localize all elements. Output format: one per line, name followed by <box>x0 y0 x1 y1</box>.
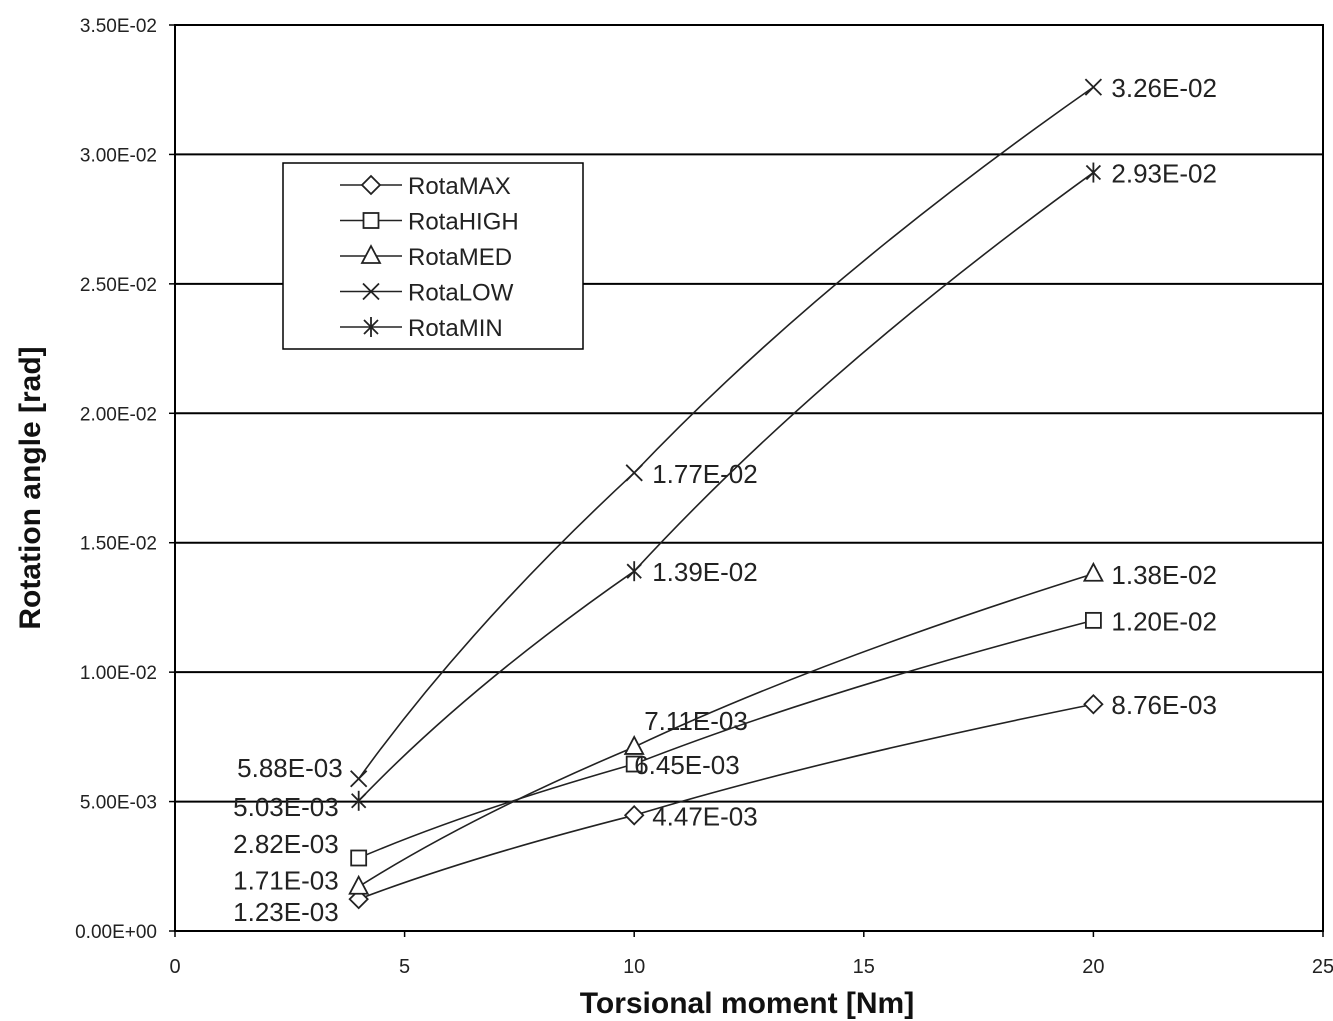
data-label-RotaMED: 1.38E-02 <box>1111 560 1217 590</box>
marker-RotaMED <box>348 874 370 895</box>
legend-marker-RotaMAX <box>360 174 382 196</box>
data-label-RotaMAX: 4.47E-03 <box>652 801 758 831</box>
marker-RotaLOW <box>1084 78 1103 96</box>
y-axis-ticks: 0.00E+00 5.00E-03 1.00E-02 1.50E-02 2.00E-02… <box>75 16 175 943</box>
data-label-RotaMAX: 1.23E-03 <box>233 897 339 927</box>
marker-RotaMAX <box>348 888 369 910</box>
series-line-RotaHIGH <box>358 619 1094 859</box>
legend-label: RotaMIN <box>408 315 503 342</box>
marker-RotaLOW <box>625 464 643 482</box>
legend-label: RotaLOW <box>408 280 514 307</box>
marker-RotaMAX <box>1083 693 1104 715</box>
x-tick-label: 15 <box>853 956 875 978</box>
marker-RotaMAX <box>623 805 645 826</box>
data-label-RotaLOW: 5.88E-03 <box>237 753 343 783</box>
data-label-RotaLOW: 1.77E-02 <box>652 459 758 489</box>
data-label-RotaMED: 1.71E-03 <box>233 866 339 896</box>
marker-RotaMIN <box>351 790 367 811</box>
legend-marker-RotaMIN <box>363 317 379 337</box>
y-tick-label: 1.00E-02 <box>80 663 157 684</box>
marker-RotaMIN <box>1085 162 1102 183</box>
marker-RotaMIN <box>626 561 642 582</box>
plot-frame <box>174 24 1324 932</box>
y-tick-label: 1.50E-02 <box>80 534 157 555</box>
x-tick-label: 5 <box>399 956 410 978</box>
data-label-RotaMAX: 8.76E-03 <box>1111 690 1217 720</box>
series-group <box>348 78 1104 910</box>
data-label-RotaMIN: 1.39E-02 <box>652 557 758 587</box>
y-tick-label: 3.50E-02 <box>80 16 157 37</box>
x-tick-label: 20 <box>1082 956 1104 978</box>
y-tick-label: 2.00E-02 <box>80 404 157 425</box>
legend-entry-RotaMED: RotaMED <box>340 244 512 271</box>
x-tick-label: 0 <box>169 956 180 978</box>
series-line-RotaLOW <box>358 86 1094 780</box>
legend: RotaMAX RotaHIGH RotaMED RotaLOW RotaMIN <box>282 162 584 350</box>
data-label-RotaHIGH: 2.82E-03 <box>233 829 339 859</box>
data-label-RotaHIGH: 6.45E-03 <box>634 750 740 780</box>
series-line-RotaMED <box>358 573 1094 888</box>
series-line-RotaMAX <box>358 703 1094 900</box>
marker-RotaHIGH <box>1085 611 1102 629</box>
legend-entry-RotaHIGH: RotaHIGH <box>340 209 519 236</box>
y-tick-label: 0.00E+00 <box>75 922 157 943</box>
data-labels: 1.23E-03 4.47E-03 8.76E-03 2.82E-03 6.45E-03… <box>233 73 1217 927</box>
legend-label: RotaMAX <box>408 173 511 200</box>
marker-RotaHIGH <box>350 849 368 867</box>
y-tick-label: 3.00E-02 <box>80 145 157 166</box>
legend-marker-RotaHIGH <box>362 212 380 229</box>
series-line-RotaMIN <box>358 171 1094 802</box>
legend-entry-RotaMIN: RotaMIN <box>340 315 503 342</box>
x-tick-label: 25 <box>1312 956 1333 978</box>
legend-box <box>282 162 584 350</box>
legend-label: RotaMED <box>408 244 512 271</box>
y-tick-label: 5.00E-03 <box>80 793 157 814</box>
data-label-RotaLOW: 3.26E-02 <box>1111 73 1217 103</box>
y-tick-label: 2.50E-02 <box>80 275 157 296</box>
marker-RotaHIGH <box>625 755 643 773</box>
legend-label: RotaHIGH <box>408 209 519 236</box>
data-label-RotaMIN: 5.03E-03 <box>233 792 339 822</box>
y-axis-title: Rotation angle [rad] <box>14 346 47 629</box>
marker-RotaLOW <box>350 770 368 788</box>
legend-marker-RotaLOW <box>362 282 380 301</box>
legend-marker-RotaMED <box>360 244 382 264</box>
legend-entry-RotaLOW: RotaLOW <box>340 280 514 307</box>
x-tick-label: 10 <box>623 956 645 978</box>
data-label-RotaHIGH: 1.20E-02 <box>1111 606 1217 636</box>
marker-RotaMED <box>1082 561 1104 582</box>
marker-RotaMED <box>623 735 645 755</box>
x-axis-title: Torsional moment [Nm] <box>580 987 914 1020</box>
legend-entry-RotaMAX: RotaMAX <box>340 173 511 200</box>
x-axis-ticks: 0 5 10 15 20 25 <box>169 931 1333 978</box>
data-label-RotaMED: 7.11E-03 <box>644 706 748 736</box>
data-label-RotaMIN: 2.93E-02 <box>1111 159 1217 189</box>
